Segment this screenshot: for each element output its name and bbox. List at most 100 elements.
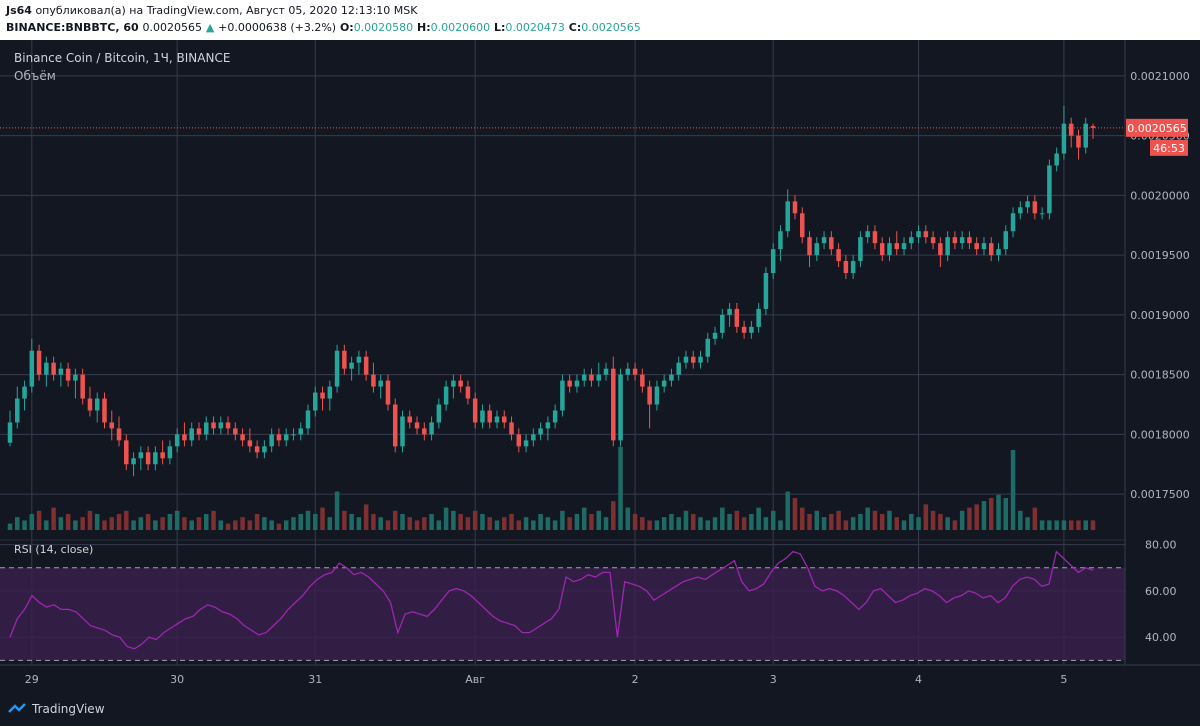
tradingview-brand[interactable]: TradingView [8,702,105,716]
candle-body [836,249,841,262]
candle-body [392,404,398,447]
candle-body [283,434,289,441]
candle-body [705,338,711,357]
candle-body [145,452,151,465]
candle-body [327,386,333,399]
candle-body [974,243,979,250]
volume-bar [189,520,194,530]
tradingview-logo-icon [8,703,26,713]
candle-body [487,410,492,423]
candle-body [153,452,158,465]
candle-body [1054,153,1059,166]
candle-body [15,398,20,423]
candle-body [29,350,35,387]
high-value: 0.0020600 [430,21,491,34]
volume-bar [334,491,340,530]
candle-body [923,231,929,238]
candle-body [930,237,936,244]
volume-bar [131,520,136,530]
candle-body [189,428,194,441]
candle-body [211,422,216,429]
candle-body [669,374,674,381]
volume-bar [494,520,500,530]
candle-body [167,446,173,459]
candle-body [1076,135,1081,148]
volume-bar [327,517,333,530]
volume-bar [472,510,478,530]
published-info: опубликовал(а) на TradingView.com, Авгус… [35,4,418,17]
author-name[interactable]: Js64 [6,4,32,17]
candle-body [821,237,827,244]
candle-body [712,332,718,339]
candle-body [51,362,56,375]
candle-body [509,422,514,435]
volume-bar [734,510,740,530]
volume-bar [974,504,979,530]
volume-bar [407,517,413,530]
volume-bar [850,517,856,530]
candle-body [1018,207,1023,214]
volume-bar [182,517,187,530]
volume-bar [160,517,165,530]
rsi-axis[interactable]: 80.00 60.00 40.00 [1145,539,1177,645]
volume-bar [87,510,93,530]
volume-bar [625,507,631,530]
candle-body [625,368,631,375]
volume-bar [124,510,129,530]
volume-bar [240,517,245,530]
candle-body [531,434,536,441]
volume-bar [371,514,376,530]
volume-bar [356,517,362,530]
volume-bar [1090,520,1096,530]
candle-body [174,434,180,447]
price-chart-svg[interactable]: 0.00210000.00205000.00200000.00195000.00… [0,40,1200,696]
volume-bar [654,520,660,530]
candle-body [749,326,754,333]
candle-body [996,249,1001,256]
volume-bar [1018,510,1023,530]
candle-body [770,249,776,274]
last-price: 0.0020565 [142,21,202,34]
candle-body [1090,126,1096,128]
volume-bar [436,520,442,530]
candle-body [494,416,500,423]
countdown-tag-value: 46:53 [1153,142,1185,155]
candle-body [349,362,354,369]
volume-bar [400,514,405,530]
candle-body [407,416,413,423]
volume-bar [778,520,783,530]
price-tick-label: 0.0021000 [1130,70,1190,83]
volume-bar [545,517,551,530]
volume-bar [1039,520,1045,530]
candle-body [734,308,740,327]
candle-body [727,308,732,315]
candle-body [1039,213,1045,215]
candle-body [138,452,144,459]
volume-bars [7,446,1096,530]
candle-body [952,237,958,244]
candle-body [124,440,129,465]
candle-body [422,428,427,435]
candle-body [879,243,885,256]
candle-body [1047,165,1052,214]
volume-bar [225,523,231,530]
rsi-band-fill [0,567,1125,661]
candle-body [44,362,49,375]
candle-body [87,398,93,411]
candle-body [778,231,783,250]
volume-bar [727,514,732,530]
candle-body [690,356,696,363]
chart-area[interactable]: 0.00210000.00205000.00200000.00195000.00… [0,40,1200,696]
candle-body [872,231,878,244]
volume-bar [531,520,536,530]
volume-bar [80,517,85,530]
volume-label: Объём [14,69,56,83]
candle-body [305,410,311,429]
volume-bar [36,510,42,530]
candle-body [589,374,594,381]
volume-bar [167,514,173,530]
time-axis[interactable]: 29 30 31 Авг 2 3 4 5 [25,673,1068,686]
time-tick-label: 3 [770,673,777,686]
candle-body [850,261,856,274]
volume-bar [1032,507,1038,530]
